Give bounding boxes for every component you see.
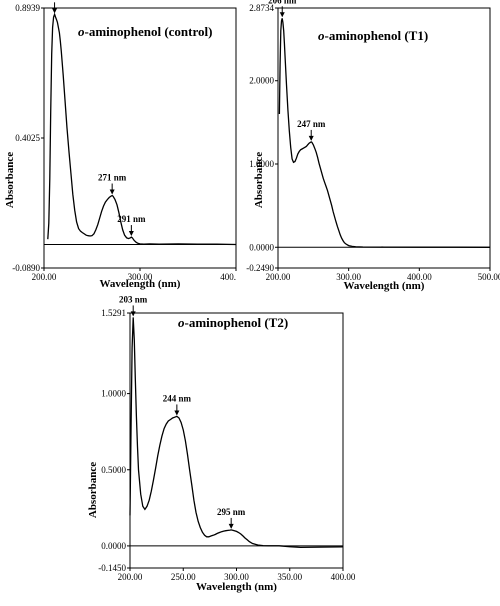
x-tick-label: 300.00 (128, 272, 153, 282)
chart-title-rest: -aminophenol (T1) (325, 28, 429, 43)
peak-label: 203 nm (119, 294, 148, 304)
x-ticks: 200.00 250.00 300.00 350.00 400.00 (118, 568, 356, 582)
chart-title-prefix: o (178, 315, 185, 330)
chart-title-rest: -aminophenol (T2) (185, 315, 289, 330)
plot-frame (43, 7, 237, 269)
x-ticks: 200.00 300.00 400.00 500.00 (266, 268, 500, 282)
chart-title: o-aminophenol (T2) (178, 315, 288, 330)
peak-label: 247 nm (297, 119, 326, 129)
x-ticks: 200.00 300.00 400. (32, 268, 237, 282)
peak-arrowhead (109, 189, 115, 195)
peak-arrowhead (130, 311, 136, 317)
x-tick-label: 300.00 (336, 272, 361, 282)
chart-title-prefix: o (318, 28, 325, 43)
peak-label: 244 nm (163, 393, 192, 403)
peak-annotations: 203 nm 244 nm 295 nm (119, 294, 246, 529)
x-tick-label: 400.00 (331, 572, 356, 582)
y-tick-label: 0.5000 (101, 465, 126, 475)
x-tick-label: 400.00 (407, 272, 432, 282)
y-tick-label: -0.2490 (246, 263, 274, 273)
chart-title: o-aminophenol (control) (78, 24, 212, 39)
y-tick-label: 2.8734 (249, 3, 274, 13)
peak-arrowhead (128, 231, 134, 237)
series-line (47, 12, 237, 246)
y-ticks: 2.8734 2.0000 1.0000 0.0000 -0.2490 (246, 3, 278, 273)
x-axis-label: Wavelength (nm) (344, 280, 425, 292)
x-axis-label: Wavelength (nm) (100, 278, 181, 290)
peak-annotations: 211 nm 271 nm 291 nm (41, 0, 146, 237)
plot-frame (129, 312, 344, 569)
y-tick-label: 0.4025 (15, 133, 40, 143)
y-axis-label: Absorbance (87, 462, 99, 518)
y-tick-label: 1.5291 (101, 308, 126, 318)
peak-arrowhead (279, 12, 285, 18)
series-line (129, 317, 344, 549)
y-ticks: 0.8939 0.4025 -0.0890 (12, 3, 44, 273)
y-axis-label: Absorbance (4, 152, 16, 208)
y-tick-label: 1.0000 (101, 389, 126, 399)
panel-t1: o-aminophenol (T1) Wavelength (nm) Absor… (246, 0, 500, 292)
peak-arrowhead (174, 410, 180, 416)
x-axis-label: Wavelength (nm) (196, 581, 277, 593)
y-tick-label: -0.1450 (98, 563, 126, 573)
x-tick-label: 300.00 (224, 572, 249, 582)
series-line (278, 18, 491, 248)
peak-arrowhead (308, 135, 314, 141)
panel-control: o-aminophenol (control) Wavelength (nm) … (4, 0, 237, 290)
y-tick-label: 1.0000 (249, 159, 274, 169)
chart-title-rest: -aminophenol (control) (85, 24, 213, 39)
peak-label: 271 nm (98, 173, 127, 183)
chart-title-prefix: o (78, 24, 85, 39)
chart-title: o-aminophenol (T1) (318, 28, 428, 43)
x-tick-label: 500.00 (478, 272, 500, 282)
peak-label: 291 nm (117, 214, 146, 224)
peak-annotations: 206 nm 247 nm (268, 0, 326, 141)
y-tick-label: 2.0000 (249, 76, 274, 86)
peak-arrowhead (52, 8, 58, 14)
y-tick-label: -0.0890 (12, 263, 40, 273)
peak-label: 206 nm (268, 0, 297, 5)
plot-frame (277, 7, 491, 269)
peak-label: 211 nm (41, 0, 69, 1)
y-ticks: 1.5291 1.0000 0.5000 0.0000 -0.1450 (98, 308, 130, 573)
x-tick-label: 200.00 (266, 272, 291, 282)
x-tick-label: 200.00 (32, 272, 57, 282)
x-tick-label: 200.00 (118, 572, 143, 582)
peak-label: 295 nm (217, 507, 246, 517)
y-tick-label: 0.0000 (101, 541, 126, 551)
x-tick-label: 400. (220, 272, 236, 282)
x-tick-label: 350.00 (277, 572, 302, 582)
y-axis-label: Absorbance (253, 152, 265, 208)
y-tick-label: 0.8939 (15, 3, 40, 13)
peak-arrowhead (228, 523, 234, 529)
y-tick-label: 0.0000 (249, 242, 274, 252)
panel-t2: o-aminophenol (T2) Wavelength (nm) Absor… (87, 294, 356, 593)
x-tick-label: 250.00 (171, 572, 196, 582)
